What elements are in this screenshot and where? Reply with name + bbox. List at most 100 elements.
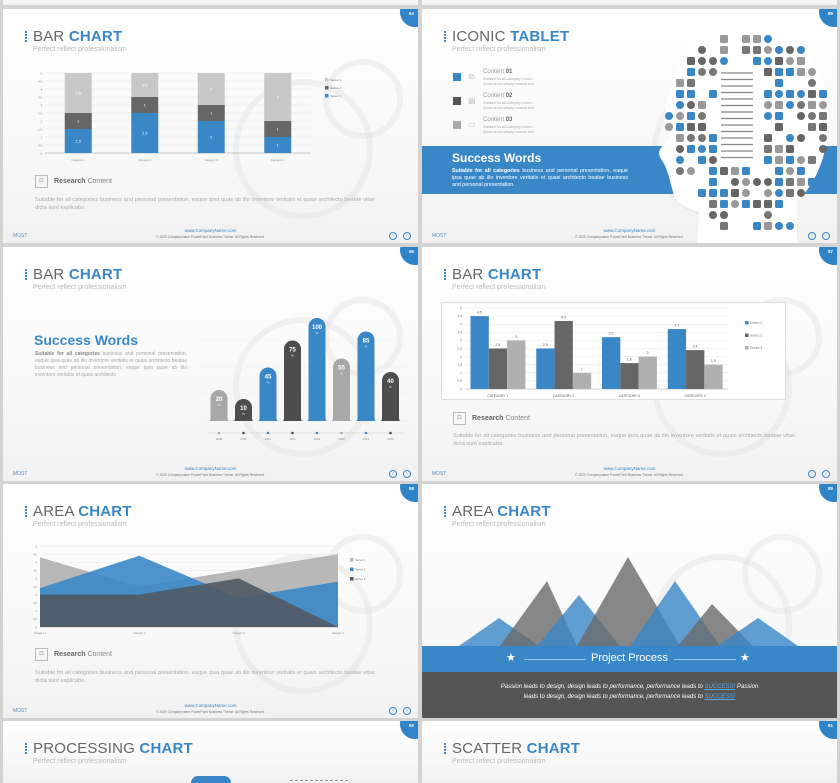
pill-bar <box>355 331 377 421</box>
tiny-icon <box>687 112 695 120</box>
next-slide-icon[interactable]: › <box>822 232 830 240</box>
legend-swatch <box>325 94 329 98</box>
tiny-icon <box>709 145 717 153</box>
tiny-icon <box>786 156 794 164</box>
page-number-badge: 91 <box>819 721 837 739</box>
category-label: Category 3 <box>204 158 218 162</box>
tiny-icon <box>742 46 750 54</box>
logo: MOST <box>432 471 447 477</box>
tiny-icon <box>709 90 717 98</box>
band-title: Project Process <box>590 652 669 664</box>
legend-label: Series 2 <box>330 86 341 90</box>
tiny-icon <box>819 134 827 142</box>
pill-bar <box>306 318 328 421</box>
tiny-icon <box>764 222 772 230</box>
data-label: 100 <box>312 325 323 331</box>
slide-title: AREA CHART <box>33 503 132 520</box>
section-text: Suitable for all categories business and… <box>35 351 187 378</box>
next-slide-icon[interactable]: › <box>403 470 411 478</box>
website-link[interactable]: www.CompanyName.com <box>184 466 237 471</box>
content-title: Content 03 <box>483 117 513 123</box>
page-number-badge: 86 <box>400 247 418 265</box>
y-tick-label: 0 <box>460 387 462 391</box>
website-link[interactable]: www.CompanyName.com <box>603 228 656 233</box>
star-icon: ★ <box>740 652 750 664</box>
data-label: 3 <box>515 335 517 339</box>
tiny-icon <box>786 189 794 197</box>
slide-87[interactable]: BAR CHART Perfect reflect professionalis… <box>422 247 837 481</box>
bar <box>536 348 555 389</box>
timeline-dot <box>364 431 368 435</box>
tiny-icon <box>687 57 695 65</box>
tiny-icon <box>764 68 772 76</box>
slide-85[interactable]: ICONIC TABLET Perfect reflect profession… <box>422 9 837 243</box>
page-number-badge: 89 <box>819 484 837 502</box>
tiny-icon <box>775 68 783 76</box>
category-label: Category 3 <box>233 632 246 635</box>
tiny-icon <box>775 123 783 131</box>
copyright: © 2020 Companyname PowerPoint Business T… <box>575 473 684 477</box>
bar-segment <box>197 121 225 153</box>
next-slide-icon[interactable]: › <box>403 232 411 240</box>
website-link[interactable]: www.CompanyName.com <box>184 228 237 233</box>
tiny-icon <box>709 156 717 164</box>
data-label: 85 <box>363 339 370 345</box>
bar <box>620 363 639 389</box>
background-ring <box>233 79 373 219</box>
color-square <box>453 73 461 81</box>
tiny-icon <box>797 101 805 109</box>
year-label: 2014 <box>363 437 370 441</box>
prev-slide-icon[interactable]: ‹ <box>389 470 397 478</box>
data-label: 2.5 <box>142 131 148 136</box>
title-accent <box>444 31 446 43</box>
tiny-icon <box>764 189 772 197</box>
y-tick-label: 3 <box>36 578 38 581</box>
next-slide-icon[interactable]: › <box>822 470 830 478</box>
y-tick-label: 1.5 <box>457 363 462 367</box>
content-desc: Suitable for all category. Lorem Ipsum i… <box>483 77 535 86</box>
slide-title: SCATTER CHART <box>452 740 581 757</box>
page-number-badge: 84 <box>400 9 418 27</box>
bar <box>572 372 592 389</box>
slide-84[interactable]: BAR CHART Perfect reflect professionalis… <box>3 9 418 243</box>
pill-bar <box>380 372 401 421</box>
color-square <box>453 121 461 129</box>
prev-slide-icon[interactable]: ‹ <box>389 707 397 715</box>
tiny-icon <box>742 178 750 186</box>
tiny-icon <box>764 211 772 219</box>
category-label: CATEGORY 2 <box>553 394 574 398</box>
legend-swatch <box>745 321 749 325</box>
tiny-icon <box>687 90 695 98</box>
data-label: 2 <box>210 135 213 140</box>
slide-90[interactable]: PROCESSING CHART Perfect reflect profess… <box>3 721 418 783</box>
bar <box>667 329 687 389</box>
tiny-icon <box>698 57 706 65</box>
dashed-connector <box>290 780 348 781</box>
tiny-icon <box>764 156 772 164</box>
website-link[interactable]: www.CompanyName.com <box>603 466 656 471</box>
prev-slide-icon[interactable]: ‹ <box>808 470 816 478</box>
next-slide-icon[interactable]: › <box>403 707 411 715</box>
y-tick-label: 0.5 <box>34 618 38 621</box>
slide-88[interactable]: AREA CHART Perfect reflect professionali… <box>3 484 418 718</box>
tiny-icon <box>797 90 805 98</box>
legend-label: Series 3 <box>330 78 341 82</box>
y-tick-label: 2.5 <box>457 347 462 351</box>
bar <box>602 337 621 389</box>
data-label: 2.5 <box>495 343 500 347</box>
prev-slide-icon[interactable]: ‹ <box>808 232 816 240</box>
website-link[interactable]: www.CompanyName.com <box>184 703 237 708</box>
slide-91[interactable]: SCATTER CHART Perfect reflect profession… <box>422 721 837 783</box>
tiny-icon <box>797 189 805 197</box>
slide-89[interactable]: AREA CHART Perfect reflect professionali… <box>422 484 837 718</box>
tiny-icon <box>753 178 761 186</box>
legend-label: Series 3 <box>355 577 366 581</box>
bar-segment <box>131 113 159 153</box>
prev-slide-icon[interactable]: ‹ <box>389 232 397 240</box>
slide-86[interactable]: BAR CHART Perfect reflect professionalis… <box>3 247 418 481</box>
y-tick-label: 3.5 <box>457 331 462 335</box>
tiny-icon <box>819 123 827 131</box>
legend-label: Series 2 <box>750 334 762 338</box>
tiny-icon <box>819 145 827 153</box>
process-circle <box>191 776 231 783</box>
